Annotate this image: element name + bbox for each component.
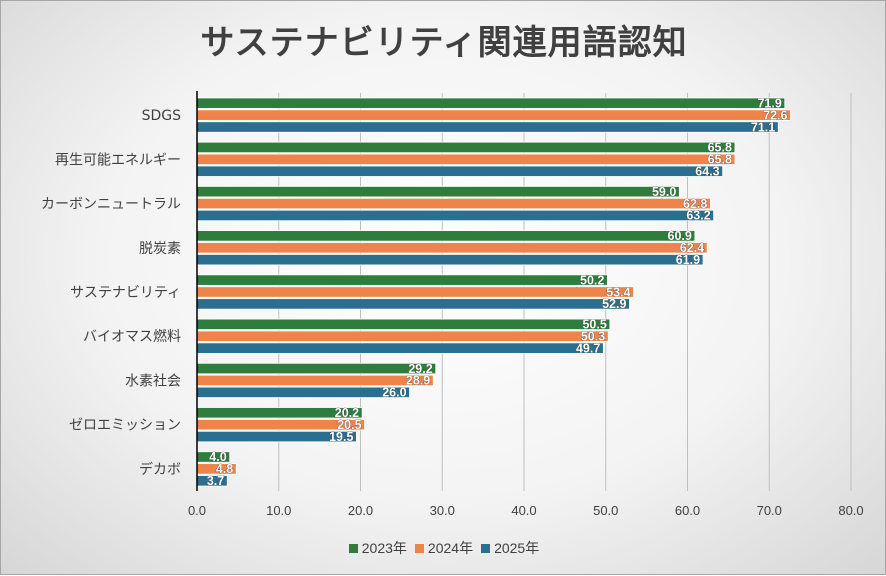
- bar: [196, 186, 680, 198]
- x-tick-label: 80.0: [838, 503, 863, 518]
- data-label: 26.0: [382, 386, 406, 400]
- data-label: 4.0: [209, 450, 226, 464]
- category-label: 再生可能エネルギー: [55, 152, 181, 168]
- bar: [196, 197, 711, 210]
- bar: [196, 230, 696, 242]
- data-label: 62.4: [680, 241, 704, 255]
- data-label: 59.0: [652, 185, 676, 199]
- chart-title: サステナビリティ関連用語認知: [200, 23, 688, 63]
- bar: [196, 386, 410, 398]
- category-label: バイオマス燃料: [83, 328, 181, 345]
- bar: [196, 209, 715, 222]
- data-label: 71.9: [757, 96, 781, 110]
- x-tick-label: 0.0: [188, 503, 206, 518]
- legend: 2023年 2024年 2025年: [1, 538, 886, 558]
- bar: [196, 109, 791, 121]
- x-tick-label: 10.0: [266, 503, 291, 518]
- data-label: 63.2: [686, 209, 710, 223]
- legend-label: 2023年: [361, 540, 407, 556]
- data-label: 65.8: [708, 153, 732, 167]
- bar: [196, 374, 434, 387]
- data-label: 50.5: [582, 318, 606, 332]
- category-label: サステナビリティ: [70, 285, 181, 301]
- data-label: 60.9: [668, 229, 692, 243]
- bar: [196, 141, 736, 154]
- bar: [196, 286, 634, 298]
- x-tick-label: 20.0: [348, 503, 373, 518]
- data-label: 62.8: [683, 197, 707, 211]
- data-label: 65.8: [708, 141, 732, 155]
- bar: [196, 242, 708, 254]
- bar: [196, 254, 704, 266]
- legend-item: 2023年: [348, 538, 407, 558]
- bar: [196, 165, 724, 177]
- x-tick-label: 70.0: [757, 503, 782, 518]
- category-label: カーボンニュートラル: [41, 197, 181, 213]
- data-label: 64.3: [695, 164, 719, 178]
- legend-item: 2024年: [414, 538, 474, 558]
- data-label: 50.2: [580, 273, 604, 287]
- category-label: SDGS: [142, 108, 182, 124]
- bar: [196, 318, 611, 330]
- bar: [196, 362, 437, 375]
- data-label: 19.5: [329, 430, 353, 444]
- legend-label: 2025年: [494, 540, 540, 556]
- legend-swatch: [348, 544, 358, 553]
- data-label: 72.6: [763, 108, 787, 122]
- bar: [196, 342, 604, 354]
- bar: [196, 330, 609, 342]
- data-label: 53.4: [606, 285, 630, 299]
- data-label: 52.9: [602, 297, 626, 311]
- data-label: 49.7: [576, 341, 600, 355]
- category-label: 脱炭素: [139, 241, 181, 257]
- data-label: 4.8: [216, 462, 233, 476]
- data-label: 71.1: [751, 120, 775, 134]
- x-tick-label: 30.0: [430, 503, 455, 518]
- data-label: 61.9: [676, 253, 700, 267]
- bar: [196, 298, 630, 310]
- data-label: 20.5: [337, 418, 361, 432]
- bar: [196, 153, 736, 165]
- category-label: デカボ: [139, 461, 181, 478]
- legend-item: 2025年: [481, 538, 539, 558]
- data-label: 3.7: [207, 474, 224, 488]
- bar: [196, 97, 786, 109]
- category-label: ゼロエミッション: [69, 418, 181, 434]
- bar: [196, 121, 779, 133]
- legend-swatch: [414, 544, 424, 553]
- data-label: 29.2: [408, 362, 432, 376]
- legend-swatch: [481, 544, 491, 553]
- legend-label: 2024年: [427, 540, 474, 556]
- x-tick-label: 50.0: [593, 503, 618, 518]
- data-label: 28.9: [406, 374, 430, 388]
- x-tick-label: 60.0: [675, 503, 700, 518]
- bar: [196, 274, 608, 286]
- data-label: 20.2: [335, 406, 359, 420]
- x-tick-label: 40.0: [511, 503, 536, 518]
- category-label: 水素社会: [125, 373, 181, 389]
- data-label: 50.3: [581, 329, 605, 343]
